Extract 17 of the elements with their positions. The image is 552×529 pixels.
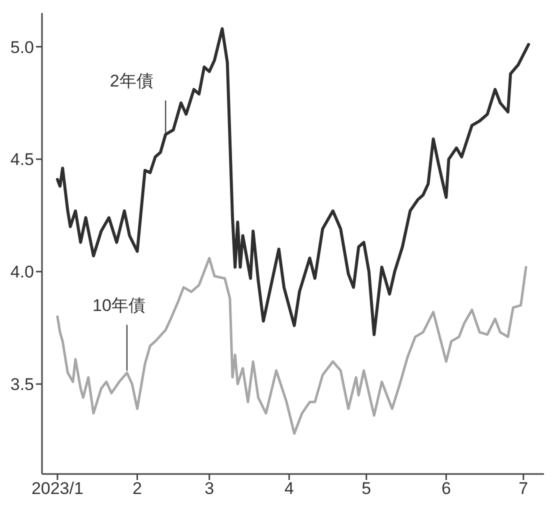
x-tick-label: 5 <box>362 479 372 498</box>
callout-label: 2年債 <box>110 71 166 132</box>
annotation: 2年債 <box>110 71 154 90</box>
y-tick-label: 5.0 <box>10 38 34 57</box>
x-tick-label: 6 <box>441 479 451 498</box>
annotation: 10年債 <box>92 296 146 315</box>
y-tick-label: 4.0 <box>10 262 34 282</box>
y-tick-label: 3.5 <box>10 375 34 394</box>
line-series <box>56 256 528 435</box>
x-tick-label: 2023/1 <box>31 479 84 498</box>
x-tick-label: 3 <box>204 479 214 498</box>
x-tick-label: 7 <box>518 479 528 498</box>
x-tick-label: 4 <box>284 479 294 498</box>
callout-label: 10年債 <box>92 296 146 371</box>
x-tick-label: 2 <box>132 479 142 498</box>
y-tick-label: 4.5 <box>10 150 34 170</box>
line-series <box>56 27 530 336</box>
